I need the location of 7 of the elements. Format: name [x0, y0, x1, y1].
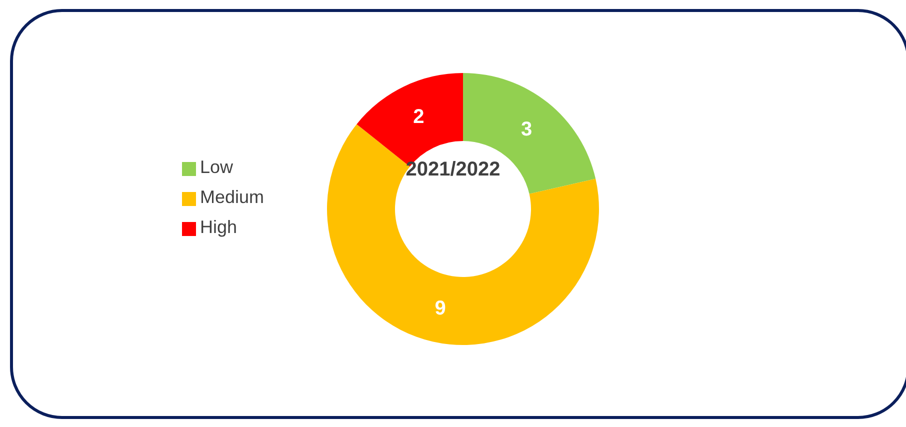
data-label: 2	[413, 106, 424, 128]
data-label: 3	[521, 118, 532, 140]
data-label: 9	[434, 297, 446, 320]
legend-label: High	[200, 217, 238, 237]
text: 2021/2022	[406, 158, 500, 181]
legend-label: Low	[200, 157, 234, 177]
legend-label: Medium	[200, 187, 264, 207]
